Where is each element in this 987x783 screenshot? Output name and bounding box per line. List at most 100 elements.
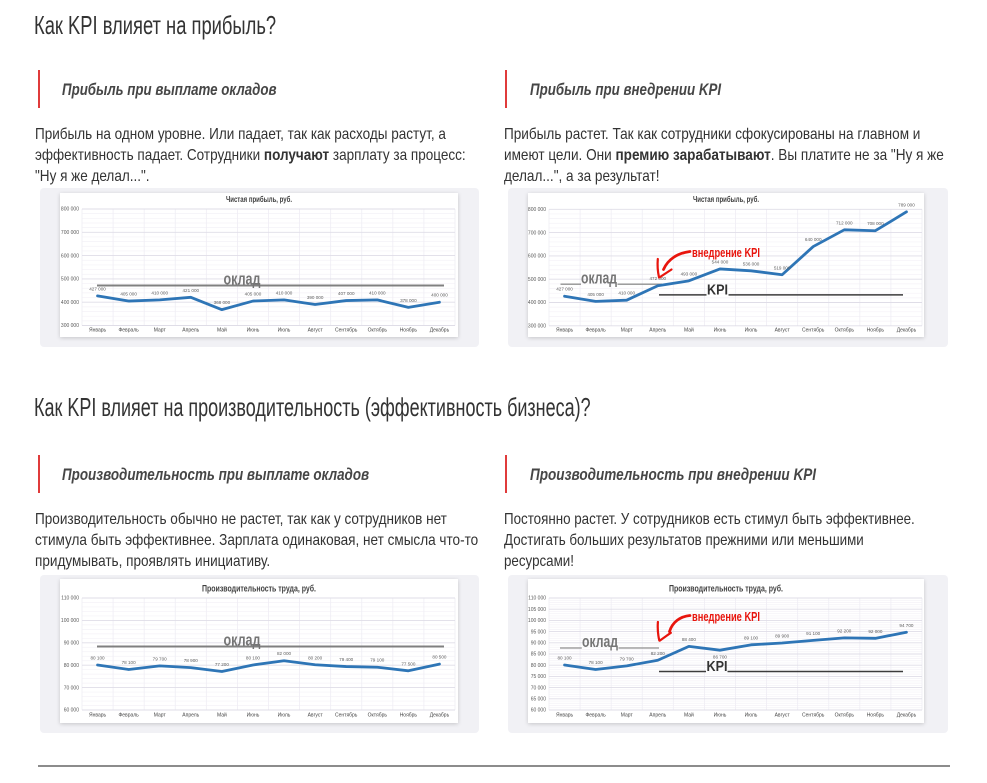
svg-text:внедрение KPI: внедрение KPI [692, 610, 760, 624]
svg-text:110 000: 110 000 [528, 596, 546, 602]
svg-text:Июнь: Июнь [714, 328, 727, 334]
svg-text:500 000: 500 000 [528, 277, 546, 283]
svg-text:92 200: 92 200 [837, 628, 851, 633]
svg-text:Март: Март [621, 328, 634, 334]
svg-text:Производительность труда, руб.: Производительность труда, руб. [202, 583, 316, 594]
svg-text:Февраль: Февраль [118, 713, 139, 719]
svg-text:79 100: 79 100 [370, 658, 384, 663]
svg-text:80 000: 80 000 [531, 663, 547, 669]
svg-text:Ноябрь: Ноябрь [400, 328, 418, 334]
svg-text:Чистая прибыль, руб.: Чистая прибыль, руб. [693, 195, 759, 204]
svg-text:92 000: 92 000 [868, 629, 882, 634]
svg-text:405 000: 405 000 [245, 292, 262, 297]
svg-text:оклад: оклад [224, 270, 261, 289]
svg-text:Октябрь: Октябрь [368, 713, 388, 719]
svg-text:70 000: 70 000 [531, 685, 547, 691]
svg-text:Май: Май [217, 712, 227, 719]
svg-text:789 000: 789 000 [898, 202, 915, 207]
svg-text:600 000: 600 000 [61, 253, 79, 259]
svg-text:Апрель: Апрель [182, 713, 199, 719]
svg-text:85 000: 85 000 [531, 652, 547, 658]
svg-text:KPI: KPI [707, 281, 728, 298]
svg-text:708 000: 708 000 [867, 221, 884, 226]
svg-text:390 000: 390 000 [307, 295, 324, 300]
svg-text:712 000: 712 000 [836, 220, 853, 225]
svg-text:80 100: 80 100 [91, 655, 105, 660]
svg-text:Декабрь: Декабрь [897, 328, 917, 334]
svg-text:Ноябрь: Ноябрь [867, 328, 885, 334]
svg-text:700 000: 700 000 [528, 230, 546, 236]
svg-text:60 000: 60 000 [531, 708, 547, 714]
svg-text:421 000: 421 000 [182, 288, 199, 293]
svg-text:Январь: Январь [89, 713, 107, 719]
svg-text:78 100: 78 100 [589, 660, 603, 665]
svg-text:75 000: 75 000 [531, 674, 547, 680]
svg-text:89 100: 89 100 [744, 635, 758, 640]
svg-text:640 000: 640 000 [805, 237, 822, 242]
svg-text:Производительность труда, руб.: Производительность труда, руб. [669, 583, 783, 594]
svg-text:Ноябрь: Ноябрь [867, 713, 885, 719]
svg-text:80 000: 80 000 [64, 663, 80, 669]
svg-text:Август: Август [775, 328, 791, 334]
svg-text:410 000: 410 000 [369, 290, 386, 295]
svg-text:100 000: 100 000 [528, 618, 546, 624]
svg-text:544 000: 544 000 [712, 259, 729, 264]
svg-text:Июнь: Июнь [247, 328, 260, 334]
svg-text:400 000: 400 000 [431, 293, 448, 298]
svg-text:91 100: 91 100 [806, 631, 820, 636]
svg-text:Чистая прибыль, руб.: Чистая прибыль, руб. [226, 195, 292, 204]
svg-text:400 000: 400 000 [528, 300, 546, 306]
svg-text:79 700: 79 700 [620, 656, 634, 661]
svg-text:77 200: 77 200 [215, 662, 229, 667]
svg-text:Декабрь: Декабрь [430, 713, 450, 719]
svg-text:100 000: 100 000 [61, 618, 79, 624]
svg-text:70 000: 70 000 [64, 685, 80, 691]
svg-text:Июль: Июль [278, 713, 291, 719]
svg-text:536 000: 536 000 [743, 261, 760, 266]
svg-text:60 000: 60 000 [64, 708, 80, 714]
svg-text:оклад: оклад [582, 633, 618, 651]
svg-text:Май: Май [684, 327, 694, 334]
svg-text:Июнь: Июнь [714, 713, 727, 719]
svg-text:79 400: 79 400 [339, 657, 353, 662]
svg-text:405 000: 405 000 [587, 292, 604, 297]
svg-text:79 700: 79 700 [153, 656, 167, 661]
svg-text:77 500: 77 500 [401, 661, 415, 666]
svg-text:82 000: 82 000 [277, 651, 291, 656]
svg-text:472 000: 472 000 [649, 276, 666, 281]
svg-text:80 500: 80 500 [432, 655, 446, 660]
svg-text:Июль: Июль [745, 328, 758, 334]
svg-text:378 000: 378 000 [400, 298, 417, 303]
svg-text:Январь: Январь [556, 328, 574, 334]
svg-text:86 700: 86 700 [713, 655, 727, 660]
svg-text:105 000: 105 000 [528, 607, 546, 613]
svg-text:KPI: KPI [707, 658, 728, 675]
svg-text:82 200: 82 200 [651, 651, 665, 656]
svg-text:78 100: 78 100 [122, 660, 136, 665]
svg-text:80 100: 80 100 [246, 655, 260, 660]
svg-text:Апрель: Апрель [649, 713, 666, 719]
svg-text:90 000: 90 000 [64, 641, 80, 647]
svg-text:88 400: 88 400 [682, 637, 696, 642]
svg-text:Февраль: Февраль [118, 328, 139, 334]
svg-text:Январь: Январь [89, 328, 107, 334]
svg-text:410 000: 410 000 [151, 290, 168, 295]
svg-text:Сентябрь: Сентябрь [335, 328, 358, 334]
svg-text:78 900: 78 900 [184, 658, 198, 663]
svg-text:500 000: 500 000 [61, 277, 79, 283]
svg-text:Июль: Июль [278, 328, 291, 334]
svg-text:Август: Август [308, 713, 324, 719]
svg-text:427 000: 427 000 [556, 287, 573, 292]
svg-text:Март: Март [621, 713, 634, 719]
svg-text:600 000: 600 000 [528, 254, 546, 260]
svg-text:800 000: 800 000 [528, 207, 546, 213]
svg-text:внедрение KPI: внедрение KPI [692, 246, 760, 260]
svg-text:368 000: 368 000 [214, 300, 231, 305]
svg-text:Август: Август [308, 328, 324, 334]
svg-text:Август: Август [775, 713, 791, 719]
svg-text:оклад: оклад [581, 270, 617, 288]
svg-text:427 000: 427 000 [89, 286, 106, 291]
svg-text:493 000: 493 000 [681, 271, 698, 276]
svg-text:Январь: Январь [556, 713, 574, 719]
svg-text:оклад: оклад [224, 630, 261, 649]
